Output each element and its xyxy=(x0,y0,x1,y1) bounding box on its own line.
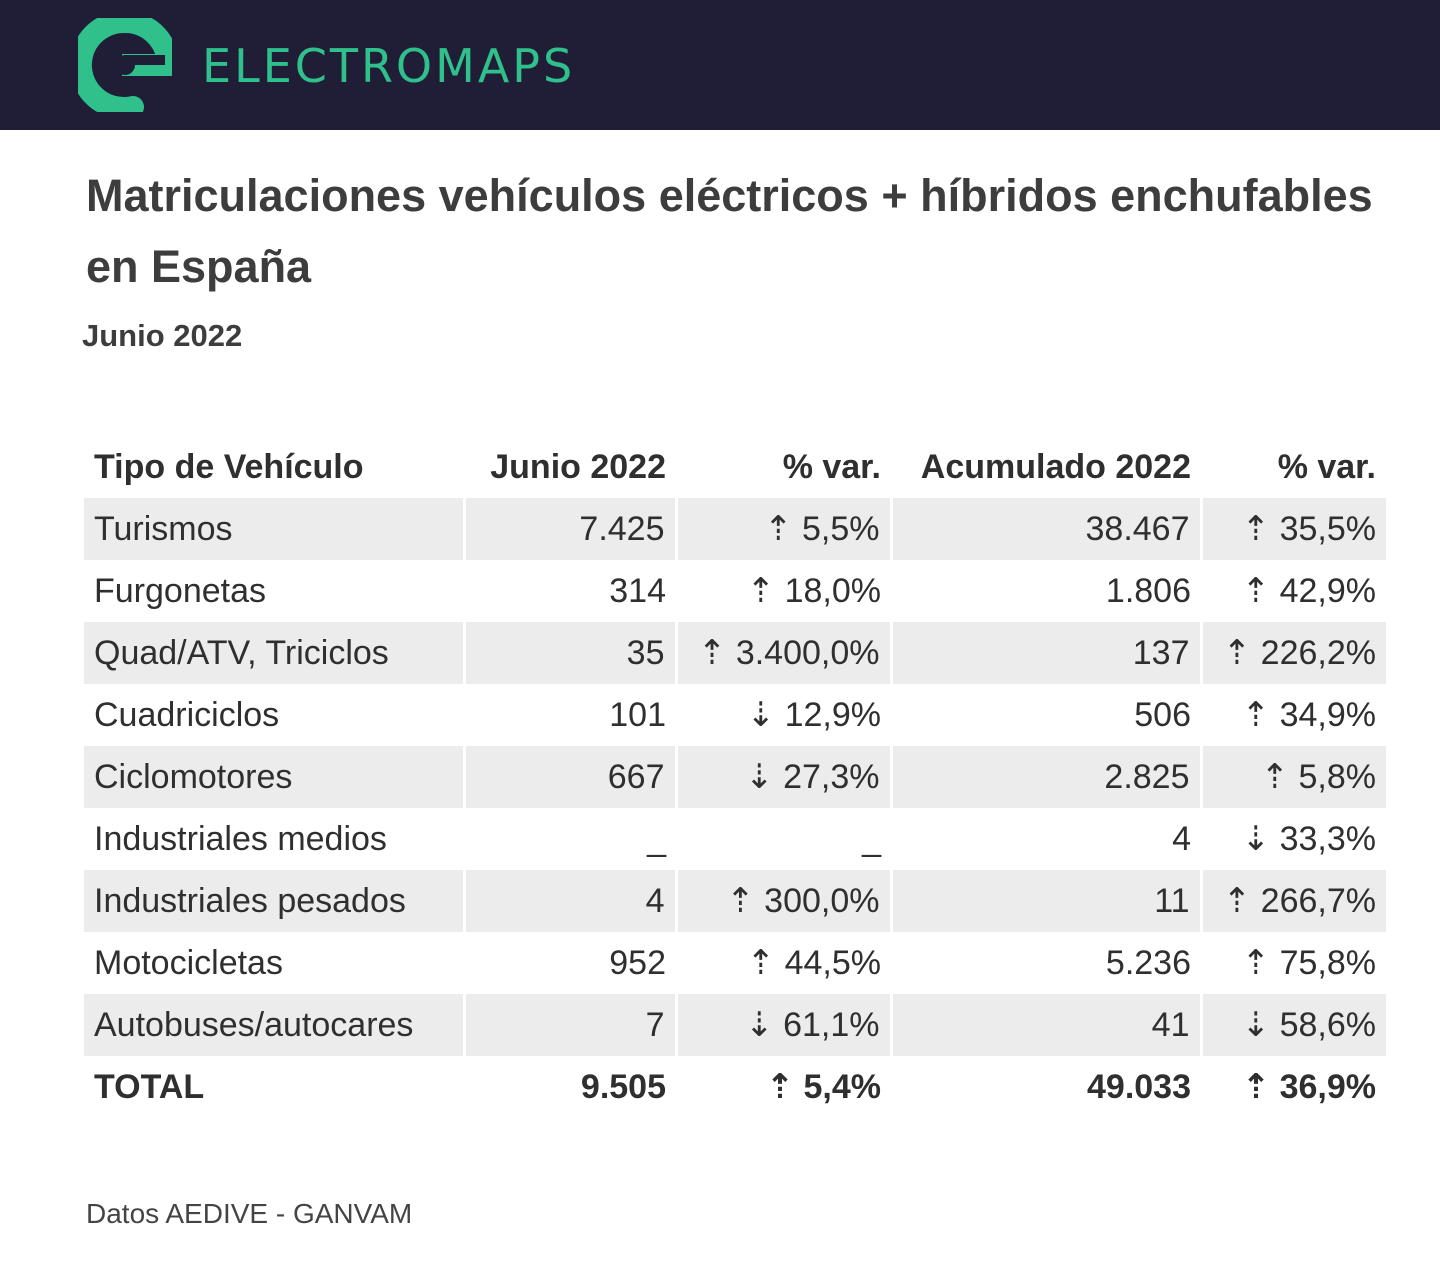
cell-var-junio: ⇡ 5,5% xyxy=(674,498,891,560)
cell-junio: _ xyxy=(647,819,666,858)
header-bar: ELECTROMAPS xyxy=(0,0,1440,130)
cell-tipo: Autobuses/autocares xyxy=(84,994,464,1056)
data-source-note: Datos AEDIVE - GANVAM xyxy=(86,1198,413,1229)
cell-tipo: TOTAL xyxy=(94,1067,205,1106)
cell-var-junio: ⇣ 27,3% xyxy=(674,746,891,808)
table-row: Industriales pesados 4 ⇡ 300,0% 11 ⇡ 266… xyxy=(84,870,1386,932)
table-total-row: TOTAL 9.505 ⇡ 5,4% 49.033 ⇡ 36,9% xyxy=(84,1056,1386,1118)
registrations-table: Tipo de Vehículo Junio 2022 % var. Acumu… xyxy=(84,436,1386,1118)
cell-var-acumulado: ⇡ 35,5% xyxy=(1199,498,1386,560)
cell-junio: 101 xyxy=(609,695,666,734)
cell-var-junio: ⇣ 12,9% xyxy=(746,696,881,734)
cell-junio: 35 xyxy=(462,622,676,684)
cell-var-acumulado: ⇡ 226,2% xyxy=(1199,622,1386,684)
electromaps-logo-icon xyxy=(78,18,172,112)
table-row: Turismos 7.425 ⇡ 5,5% 38.467 ⇡ 35,5% xyxy=(84,498,1386,560)
column-header-junio: Junio 2022 xyxy=(490,447,666,486)
cell-acumulado: 38.467 xyxy=(889,498,1201,560)
cell-var-acumulado: ⇡ 75,8% xyxy=(1241,944,1376,982)
cell-tipo: Ciclomotores xyxy=(84,746,464,808)
cell-junio: 7.425 xyxy=(462,498,676,560)
brand-name: ELECTROMAPS xyxy=(202,39,576,93)
cell-tipo: Industriales medios xyxy=(94,819,387,858)
cell-var-junio: ⇡ 18,0% xyxy=(746,572,881,610)
cell-junio: 667 xyxy=(462,746,676,808)
cell-tipo: Cuadriciclos xyxy=(94,695,280,734)
table-row: Industriales medios _ _ 4 ⇣ 33,3% xyxy=(84,808,1386,870)
cell-var-junio: _ xyxy=(862,819,881,858)
cell-tipo: Quad/ATV, Triciclos xyxy=(84,622,464,684)
table-row: Autobuses/autocares 7 ⇣ 61,1% 41 ⇣ 58,6% xyxy=(84,994,1386,1056)
page-title: Matriculaciones vehículos eléctricos + h… xyxy=(86,170,1373,292)
cell-acumulado: 1.806 xyxy=(1105,571,1191,610)
table-row: Ciclomotores 667 ⇣ 27,3% 2.825 ⇡ 5,8% xyxy=(84,746,1386,808)
cell-acumulado: 49.033 xyxy=(1087,1067,1191,1106)
cell-var-acumulado: ⇡ 36,9% xyxy=(1241,1068,1376,1106)
column-header-var-acumulado: % var. xyxy=(1277,447,1376,486)
cell-tipo: Motocicletas xyxy=(94,943,283,982)
cell-var-acumulado: ⇡ 42,9% xyxy=(1241,572,1376,610)
cell-var-junio: ⇣ 61,1% xyxy=(674,994,891,1056)
cell-tipo: Furgonetas xyxy=(94,571,266,610)
cell-acumulado: 11 xyxy=(889,870,1201,932)
table-row: Quad/ATV, Triciclos 35 ⇡ 3.400,0% 137 ⇡ … xyxy=(84,622,1386,684)
cell-var-acumulado: ⇡ 34,9% xyxy=(1241,696,1376,734)
cell-acumulado: 506 xyxy=(1134,695,1191,734)
column-header-var-junio: % var. xyxy=(782,447,881,486)
cell-junio: 4 xyxy=(462,870,676,932)
cell-junio: 952 xyxy=(609,943,666,982)
cell-acumulado: 5.236 xyxy=(1105,943,1191,982)
cell-var-junio: ⇡ 5,4% xyxy=(765,1068,881,1106)
cell-acumulado: 41 xyxy=(889,994,1201,1056)
table-header-row: Tipo de Vehículo Junio 2022 % var. Acumu… xyxy=(84,436,1386,498)
cell-tipo: Turismos xyxy=(84,498,464,560)
cell-junio: 9.505 xyxy=(580,1067,666,1106)
page-subtitle: Junio 2022 xyxy=(82,318,243,353)
table-row: Furgonetas 314 ⇡ 18,0% 1.806 ⇡ 42,9% xyxy=(84,560,1386,622)
cell-acumulado: 2.825 xyxy=(889,746,1201,808)
cell-junio: 7 xyxy=(462,994,676,1056)
cell-junio: 314 xyxy=(609,571,666,610)
cell-acumulado: 4 xyxy=(1172,819,1191,858)
cell-var-junio: ⇡ 300,0% xyxy=(674,870,891,932)
cell-var-acumulado: ⇣ 33,3% xyxy=(1241,820,1376,858)
cell-var-junio: ⇡ 44,5% xyxy=(746,944,881,982)
cell-acumulado: 137 xyxy=(889,622,1201,684)
column-header-acumulado: Acumulado 2022 xyxy=(920,447,1191,486)
cell-tipo: Industriales pesados xyxy=(84,870,464,932)
table-row: Motocicletas 952 ⇡ 44,5% 5.236 ⇡ 75,8% xyxy=(84,932,1386,994)
cell-var-acumulado: ⇣ 58,6% xyxy=(1199,994,1386,1056)
table-row: Cuadriciclos 101 ⇣ 12,9% 506 ⇡ 34,9% xyxy=(84,684,1386,746)
cell-var-junio: ⇡ 3.400,0% xyxy=(674,622,891,684)
cell-var-acumulado: ⇡ 5,8% xyxy=(1199,746,1386,808)
cell-var-acumulado: ⇡ 266,7% xyxy=(1199,870,1386,932)
column-header-tipo: Tipo de Vehículo xyxy=(94,447,364,486)
